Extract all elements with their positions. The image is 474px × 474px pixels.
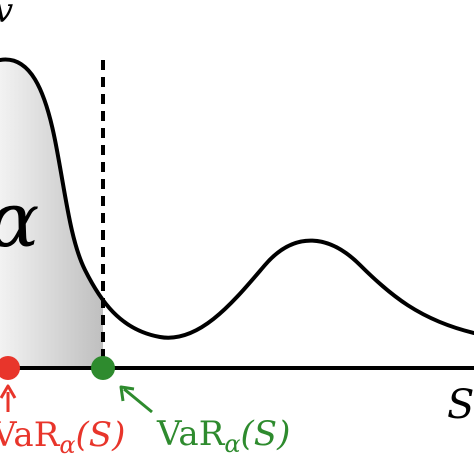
left-var-marker-dot bbox=[0, 356, 20, 380]
right-var-arrow-head bbox=[119, 385, 135, 402]
left-var-label: VaRα(S) bbox=[0, 415, 125, 459]
right-var-marker-dot bbox=[91, 356, 115, 380]
right-var-arrow-shaft bbox=[123, 387, 153, 414]
alpha-region-label: α bbox=[0, 175, 39, 264]
density-curve bbox=[0, 57, 474, 340]
alpha-shaded-area bbox=[0, 59, 103, 368]
right-var-label: VaRα(S) bbox=[156, 414, 290, 458]
x-axis-label: S bbox=[447, 382, 474, 428]
top-left-fragment: v bbox=[0, 0, 13, 31]
left-var-arrow-head bbox=[0, 384, 17, 399]
